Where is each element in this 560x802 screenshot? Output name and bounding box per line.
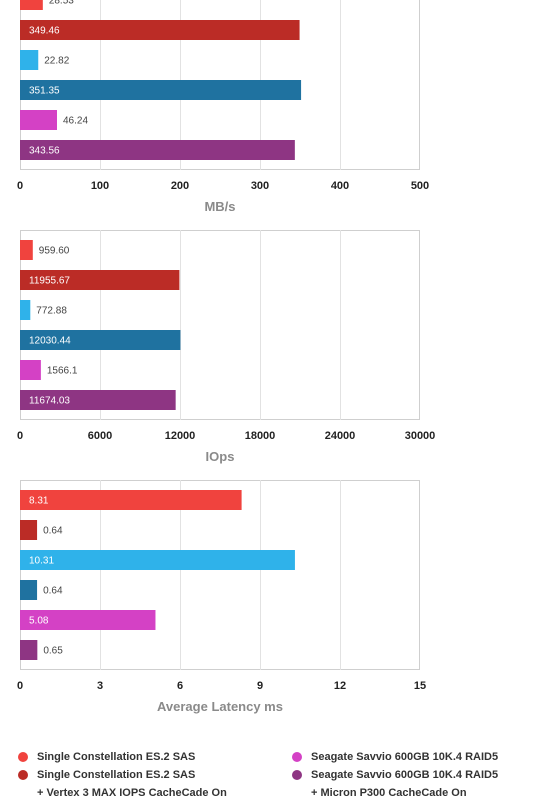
bar-iops-1 bbox=[20, 240, 33, 260]
bar-value-label: 11674.03 bbox=[29, 396, 70, 407]
legend-label: Single Constellation ES.2 SAS + Vertex 3 … bbox=[37, 766, 227, 802]
bar-value-label: 959.60 bbox=[39, 246, 70, 257]
x-tick-label: 0 bbox=[17, 430, 23, 442]
bar-iops-3 bbox=[20, 300, 31, 320]
x-tick-label: 200 bbox=[171, 180, 189, 192]
x-tick-label: 6 bbox=[177, 680, 183, 692]
legend-label: Single Constellation ES.2 SAS bbox=[37, 748, 195, 766]
x-tick-label: 6000 bbox=[88, 430, 112, 442]
legend-swatch bbox=[292, 752, 302, 762]
legend-label: Seagate Savvio 600GB 10K.4 RAID5 bbox=[311, 748, 498, 766]
bar-value-label: 349.46 bbox=[29, 26, 60, 37]
x-axis-title: MB/s bbox=[204, 199, 235, 214]
legend-label-line: Seagate Savvio 600GB 10K.4 RAID5 bbox=[311, 769, 499, 781]
x-tick-label: 12 bbox=[334, 680, 346, 692]
bar-mbs-4 bbox=[20, 80, 302, 100]
legend: Single Constellation ES.2 SAS Single Cons… bbox=[0, 742, 560, 800]
chart-mbs: 28.53 349.46 22.82 351.35 46.24 343.56 0 100 200… bbox=[17, 0, 429, 214]
x-tick-label: 300 bbox=[251, 180, 269, 192]
chart-iops: 959.60 11955.67 772.88 12030.44 1566.1 11674.… bbox=[17, 230, 435, 464]
bar-mbs-3 bbox=[20, 50, 39, 70]
bar-value-label: 8.31 bbox=[29, 496, 49, 507]
bar-latency-6 bbox=[20, 640, 38, 660]
legend-label-line: + Vertex 3 MAX IOPS CacheCade On bbox=[37, 787, 227, 799]
x-tick-label: 3 bbox=[97, 680, 103, 692]
bar-latency-4 bbox=[20, 580, 38, 600]
bar-latency-1 bbox=[20, 490, 242, 510]
bar-value-label: 28.53 bbox=[49, 0, 74, 7]
legend-label-line: Seagate Savvio 600GB 10K.4 RAID5 bbox=[311, 751, 499, 763]
bar-value-label: 12030.44 bbox=[29, 336, 71, 347]
bar-iops-5 bbox=[20, 360, 41, 380]
legend-swatch bbox=[18, 770, 28, 780]
legend-swatch bbox=[18, 752, 28, 762]
legend-swatch bbox=[292, 770, 302, 780]
x-tick-label: 24000 bbox=[325, 430, 356, 442]
bar-value-label: 343.56 bbox=[29, 146, 60, 157]
bar-iops-6 bbox=[20, 390, 176, 410]
bar-latency-3 bbox=[20, 550, 295, 570]
legend-label-line: Single Constellation ES.2 SAS bbox=[37, 751, 196, 763]
bar-value-label: 0.65 bbox=[43, 646, 63, 657]
x-tick-label: 400 bbox=[331, 180, 349, 192]
x-tick-label: 12000 bbox=[165, 430, 196, 442]
chart-latency: 8.31 0.64 10.31 0.64 5.08 0.65 0 3 6 9 12 15 Average… bbox=[17, 480, 426, 714]
bar-value-label: 1566.1 bbox=[47, 366, 78, 377]
plot-frame bbox=[20, 230, 420, 420]
x-tick-label: 0 bbox=[17, 180, 23, 192]
x-tick-label: 0 bbox=[17, 680, 23, 692]
bar-value-label: 46.24 bbox=[63, 116, 88, 127]
bar-mbs-2 bbox=[20, 20, 300, 40]
x-tick-label: 500 bbox=[411, 180, 429, 192]
plot-frame bbox=[20, 480, 420, 670]
bar-value-label: 351.35 bbox=[29, 86, 60, 97]
legend-label-line: + Micron P300 CacheCade On bbox=[311, 787, 467, 799]
bar-mbs-6 bbox=[20, 140, 295, 160]
bar-value-label: 772.88 bbox=[36, 306, 67, 317]
legend-label-line: Single Constellation ES.2 SAS bbox=[37, 769, 196, 781]
bar-value-label: 0.64 bbox=[43, 586, 63, 597]
x-tick-label: 18000 bbox=[245, 430, 276, 442]
x-tick-label: 100 bbox=[91, 180, 109, 192]
x-tick-label: 15 bbox=[414, 680, 426, 692]
bar-iops-4 bbox=[20, 330, 181, 350]
bar-mbs-1 bbox=[20, 0, 43, 10]
bar-latency-2 bbox=[20, 520, 38, 540]
bar-value-label: 22.82 bbox=[44, 56, 69, 67]
x-tick-label: 30000 bbox=[405, 430, 436, 442]
bar-value-label: 5.08 bbox=[29, 616, 49, 627]
bar-mbs-5 bbox=[20, 110, 57, 130]
bar-value-label: 11955.67 bbox=[29, 276, 70, 287]
x-axis-title: Average Latency ms bbox=[157, 699, 283, 714]
charts-area: 28.53 349.46 22.82 351.35 46.24 343.56 0 100 200… bbox=[17, 0, 435, 714]
x-tick-label: 9 bbox=[257, 680, 263, 692]
bar-latency-5 bbox=[20, 610, 156, 630]
bar-value-label: 10.31 bbox=[29, 556, 54, 567]
bar-value-label: 0.64 bbox=[43, 526, 63, 537]
bar-iops-2 bbox=[20, 270, 180, 290]
x-axis-title: IOps bbox=[206, 449, 235, 464]
legend-label: Seagate Savvio 600GB 10K.4 RAID5 + Micron… bbox=[311, 766, 498, 802]
